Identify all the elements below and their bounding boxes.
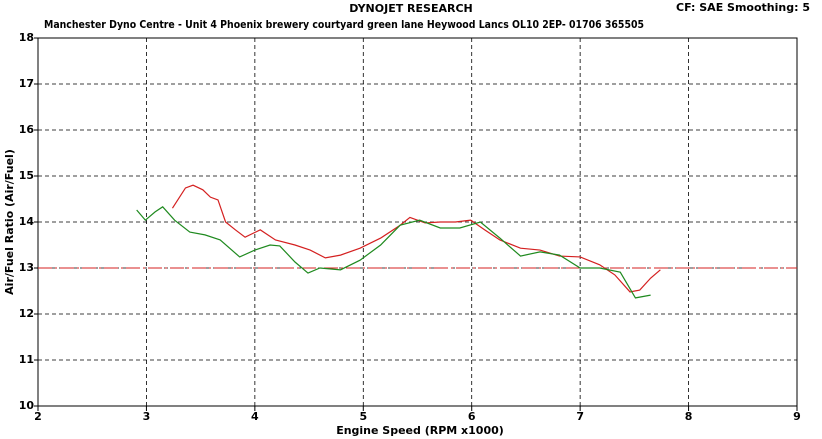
y-tick-label: 15 xyxy=(19,169,34,182)
y-tick-label: 11 xyxy=(19,353,34,366)
y-tick-label: 13 xyxy=(19,261,34,274)
x-tick-label: 7 xyxy=(576,410,584,423)
x-tick-label: 6 xyxy=(468,410,476,423)
y-axis-label: Air/Fuel Ratio (Air/Fuel) xyxy=(3,149,16,295)
y-tick-label: 10 xyxy=(19,399,35,412)
x-axis-label: Engine Speed (RPM x1000) xyxy=(336,424,504,437)
y-tick-label: 14 xyxy=(19,215,35,228)
y-tick-label: 16 xyxy=(19,123,35,136)
x-tick-label: 5 xyxy=(359,410,367,423)
settings-label: CF: SAE Smoothing: 5 xyxy=(676,1,810,14)
chart-title: DYNOJET RESEARCH xyxy=(349,2,472,15)
x-tick-label: 2 xyxy=(34,410,42,423)
y-tick-label: 18 xyxy=(19,31,34,44)
x-tick-label: 9 xyxy=(793,410,801,423)
y-tick-label: 12 xyxy=(19,307,34,320)
x-tick-label: 8 xyxy=(685,410,693,423)
x-tick-label: 3 xyxy=(143,410,151,423)
afr-line xyxy=(171,184,661,293)
afr-line xyxy=(136,206,651,299)
y-tick-label: 17 xyxy=(19,77,34,90)
chart-subtitle: Manchester Dyno Centre - Unit 4 Phoenix … xyxy=(44,18,644,31)
x-tick-label: 4 xyxy=(251,410,259,423)
